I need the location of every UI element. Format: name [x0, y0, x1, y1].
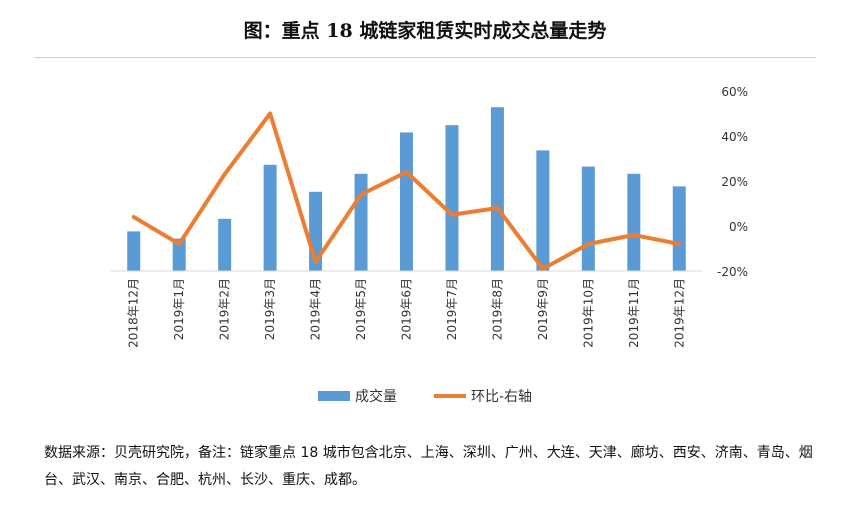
x-tick-label: 2019年3月 [263, 278, 277, 340]
y-tick-label-right: -20% [717, 265, 748, 279]
x-tick-label: 2019年10月 [581, 278, 595, 348]
bar-12 [672, 186, 686, 271]
x-tick-label: 2019年2月 [218, 278, 232, 340]
bar-6 [400, 132, 413, 271]
legend-label-volume: 成交量 [355, 388, 397, 405]
title-divider [34, 57, 816, 58]
chart-title: 图：重点 18 城链家租赁实时成交总量走势 [243, 20, 607, 42]
bar-9 [536, 150, 550, 271]
x-tick-label: 2019年8月 [490, 278, 504, 340]
x-tick-label: 2019年4月 [309, 278, 323, 340]
legend-label-mom: 环比-右轴 [471, 389, 532, 405]
x-tick-label: 2019年9月 [536, 278, 550, 340]
bar-7 [445, 125, 459, 271]
y-tick-label-right: 0% [729, 220, 748, 234]
y-tick-label-right: 40% [721, 130, 748, 144]
y-tick-label-right: 20% [721, 175, 748, 189]
bar-1 [172, 238, 186, 271]
bar-0 [127, 231, 141, 271]
bars-group [127, 107, 686, 271]
x-tick-label: 2018年12月 [127, 278, 141, 348]
bar-3 [263, 164, 277, 271]
x-tick-label: 2019年1月 [172, 278, 186, 340]
x-tick-label: 2019年6月 [400, 278, 414, 340]
x-tick-label: 2019年12月 [672, 278, 686, 348]
x-tick-label: 2019年5月 [354, 278, 368, 340]
x-tick-labels: 2018年12月 2019年1月 2019年2月 2019年3月 2019年4月 2019… [127, 278, 687, 348]
right-axis-ticks: -20% 0% 20% 40% 60% [717, 85, 748, 279]
bar-11 [627, 173, 641, 271]
x-tick-label: 2019年7月 [445, 278, 459, 340]
bar-10 [581, 166, 595, 271]
source-note: 数据来源：贝壳研究院，备注：链家重点 18 城市包含北京、上海、深圳、广州、大连… [44, 445, 813, 488]
bar-5 [354, 173, 368, 271]
bar-2 [218, 218, 232, 271]
legend-swatch-volume [318, 391, 350, 401]
y-tick-label-right: 60% [721, 85, 748, 99]
bar-8 [490, 107, 504, 271]
x-tick-label: 2019年11月 [627, 278, 641, 348]
legend: 成交量 环比-右轴 [318, 388, 532, 405]
